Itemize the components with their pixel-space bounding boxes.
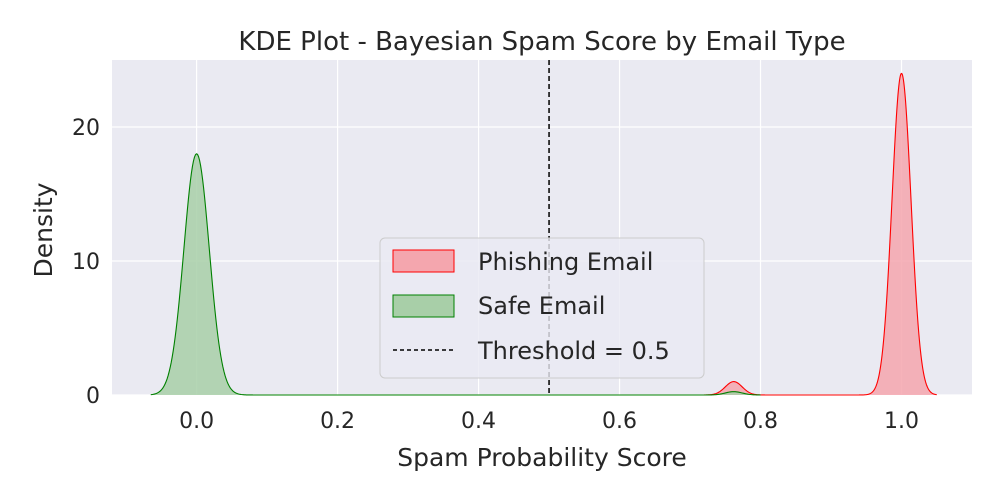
x-tick-label: 0.8 bbox=[743, 409, 778, 434]
x-tick-label: 0.4 bbox=[461, 409, 496, 434]
legend-box bbox=[379, 237, 705, 379]
y-tick-label: 0 bbox=[86, 384, 100, 409]
x-tick-label: 0.6 bbox=[602, 409, 637, 434]
series-layer bbox=[150, 72, 937, 396]
x-tick-label: 0.2 bbox=[320, 409, 355, 434]
x-tick-label: 1.0 bbox=[884, 409, 919, 434]
x-axis-label: Spam Probability Score bbox=[397, 443, 686, 472]
kde-line-safe-email bbox=[150, 153, 761, 396]
x-axis-ticks: 0.0 0.2 0.4 0.6 0.8 1.0 bbox=[179, 409, 919, 434]
y-axis-ticks: 0 10 20 bbox=[72, 116, 100, 409]
y-tick-label: 20 bbox=[72, 116, 100, 141]
kde-area-phishing-email bbox=[704, 73, 937, 396]
y-axis-label: Density bbox=[29, 182, 58, 277]
kde-area-safe-email bbox=[150, 153, 761, 395]
legend-label-phishing: Phishing Email bbox=[478, 248, 653, 276]
legend-label-threshold: Threshold = 0.5 bbox=[477, 337, 670, 365]
legend-swatch-safe bbox=[392, 294, 455, 318]
x-tick-label: 0.0 bbox=[179, 409, 214, 434]
chart-title: KDE Plot - Bayesian Spam Score by Email … bbox=[238, 27, 845, 57]
y-tick-label: 10 bbox=[72, 250, 100, 275]
legend-label-safe: Safe Email bbox=[478, 292, 605, 320]
kde-line-phishing-email bbox=[704, 72, 937, 396]
legend: Phishing Email Safe Email Threshold = 0.… bbox=[379, 237, 705, 379]
legend-swatch-phishing bbox=[392, 249, 455, 273]
